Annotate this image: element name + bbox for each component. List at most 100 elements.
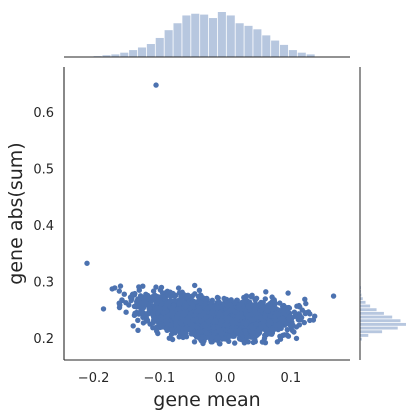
scatter-point <box>297 304 303 310</box>
scatter-point <box>263 289 269 295</box>
x-hist-bar <box>191 13 200 57</box>
x-hist-bar <box>208 18 218 57</box>
scatter-point <box>287 322 293 328</box>
scatter-point <box>269 299 275 305</box>
scatter-point <box>154 317 160 323</box>
scatter-point <box>153 284 159 290</box>
scatter-point <box>157 305 163 312</box>
scatter-point <box>188 331 194 337</box>
scatter-point <box>168 322 174 328</box>
scatter-point <box>135 327 141 333</box>
scatter-point <box>307 317 313 324</box>
scatter-point <box>130 323 136 329</box>
x-hist-bar <box>279 44 289 57</box>
scatter-point <box>267 313 273 319</box>
scatter-point <box>195 307 201 314</box>
x-hist-bar <box>253 29 262 57</box>
scatter-point <box>183 334 190 340</box>
x-hist-bar <box>262 35 271 57</box>
scatter-point <box>207 303 214 310</box>
scatter-point <box>258 314 264 320</box>
scatter-point <box>181 293 187 300</box>
scatter-point <box>250 317 257 323</box>
scatter-point <box>227 333 233 339</box>
x-tick-label: 0.1 <box>280 371 301 386</box>
scatter-point <box>200 295 206 301</box>
scatter-point <box>162 305 168 311</box>
y-tick-label: 0.6 <box>33 106 54 121</box>
scatter-point <box>258 302 264 308</box>
scatter-point <box>292 313 298 319</box>
scatter-point <box>172 297 178 303</box>
scatter-point <box>277 300 283 306</box>
y-hist-bar <box>360 319 401 323</box>
scatter-point <box>227 328 234 334</box>
scatter-point <box>230 320 236 326</box>
scatter-point <box>253 321 259 327</box>
scatter-point <box>303 300 309 307</box>
scatter-point <box>163 318 169 324</box>
scatter-point <box>116 288 123 294</box>
scatter-point <box>245 312 251 318</box>
scatter-point <box>117 283 124 289</box>
scatter-point <box>145 295 151 302</box>
scatter-point <box>252 306 258 312</box>
scatter-point <box>202 323 209 329</box>
y-hist-bar <box>360 293 362 297</box>
scatter-point <box>165 300 172 306</box>
y-tick-label: 0.2 <box>33 332 54 347</box>
y-hist-bar <box>360 297 363 301</box>
scatter-point <box>262 313 268 319</box>
x-tick-label: −0.1 <box>144 371 176 386</box>
x-hist-bar <box>297 52 306 57</box>
scatter-point <box>153 300 160 306</box>
scatter-points <box>84 82 337 347</box>
y-hist-bar <box>360 326 398 330</box>
scatter-point <box>249 329 256 335</box>
scatter-point <box>236 302 242 308</box>
x-hist-bar <box>164 30 173 57</box>
scatter-point <box>121 291 128 297</box>
scatter-point <box>302 296 308 302</box>
y-hist-bar <box>360 337 362 341</box>
scatter-point <box>163 290 169 296</box>
scatter-point <box>293 335 300 342</box>
scatter-point <box>281 332 288 338</box>
scatter-point <box>175 285 182 291</box>
scatter-point <box>119 297 125 303</box>
scatter-point <box>293 324 300 330</box>
scatter-point <box>191 339 198 345</box>
scatter-point <box>243 330 249 336</box>
scatter-point <box>217 311 223 317</box>
scatter-point <box>223 310 229 317</box>
scatter-point <box>180 312 186 318</box>
x-hist-bar <box>155 37 164 57</box>
scatter-point <box>139 300 145 306</box>
scatter-point <box>174 327 181 334</box>
scatter-point <box>272 317 278 323</box>
scatter-point <box>100 306 107 312</box>
scatter-point <box>248 323 254 329</box>
scatter-point <box>214 335 220 341</box>
scatter-point <box>209 310 215 316</box>
scatter-point <box>216 304 223 310</box>
scatter-point <box>195 293 202 300</box>
scatter-point <box>168 331 175 338</box>
scatter-point <box>154 324 160 330</box>
scatter-point <box>291 329 297 335</box>
scatter-point <box>267 331 273 337</box>
y-hist-bar <box>360 322 406 326</box>
scatter-point <box>221 295 227 302</box>
x-tick-label: −0.2 <box>78 371 110 386</box>
scatter-point <box>140 283 146 289</box>
scatter-point <box>249 292 255 298</box>
scatter-point <box>185 315 191 322</box>
scatter-point <box>259 339 266 345</box>
scatter-point <box>208 339 214 345</box>
scatter-point <box>235 314 241 320</box>
scatter-point <box>237 306 243 312</box>
y-hist-bar <box>360 315 393 319</box>
scatter-point <box>190 317 196 323</box>
x-hist-bar <box>137 47 147 57</box>
scatter-point <box>222 322 228 328</box>
